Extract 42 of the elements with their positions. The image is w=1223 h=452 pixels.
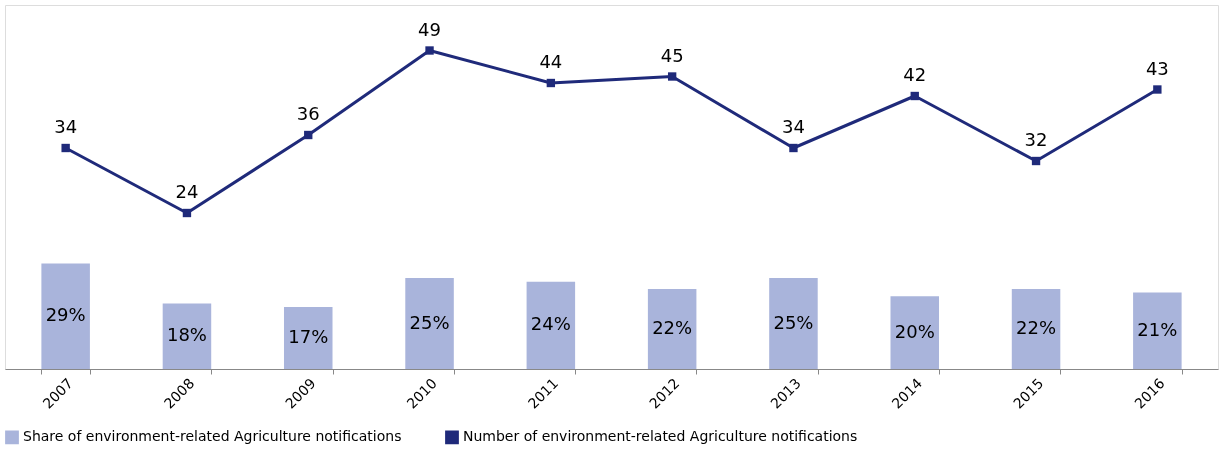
point: [182, 208, 192, 218]
point: [1153, 85, 1162, 94]
point: [789, 143, 798, 153]
data-label: 22%: [1016, 316, 1057, 338]
data-label: 17%: [288, 326, 329, 348]
legend-label: Share of environment-related Agriculture notifications: [23, 428, 402, 445]
bar: [41, 263, 90, 369]
data-label: 42: [903, 64, 927, 85]
data-label: 24%: [530, 313, 571, 335]
data-label: 22%: [652, 316, 693, 338]
point: [304, 130, 313, 140]
data-label: 43: [1145, 57, 1169, 79]
data-label: 25%: [409, 311, 450, 333]
data-label: 21%: [1137, 318, 1178, 340]
bar: [647, 288, 697, 369]
data-label: 44: [539, 51, 563, 72]
legend-label: Number of environment-related Agriculture notifications: [463, 428, 858, 445]
bar: [1133, 292, 1182, 369]
data-label: 36: [296, 103, 320, 124]
data-label: 18%: [166, 324, 207, 346]
point: [1031, 156, 1041, 166]
bar: [283, 307, 333, 369]
point: [910, 91, 919, 101]
data-label: 34: [54, 116, 78, 137]
data-label: 45: [660, 44, 684, 66]
bar: [890, 296, 940, 369]
bar: [1011, 288, 1061, 369]
bar: [769, 278, 818, 369]
point: [546, 78, 556, 88]
point: [61, 143, 70, 153]
bar: [162, 303, 212, 369]
data-label: 32: [1024, 129, 1048, 150]
data-label: 20%: [894, 320, 935, 342]
point: [425, 46, 434, 55]
data-label: 24: [175, 181, 199, 202]
data-label: 25%: [773, 311, 814, 333]
data-label: 29%: [45, 304, 86, 326]
data-label: 34: [782, 116, 805, 137]
data-label: 49: [418, 18, 441, 40]
bar: [526, 281, 576, 369]
point: [667, 72, 677, 81]
bar: [405, 278, 454, 369]
